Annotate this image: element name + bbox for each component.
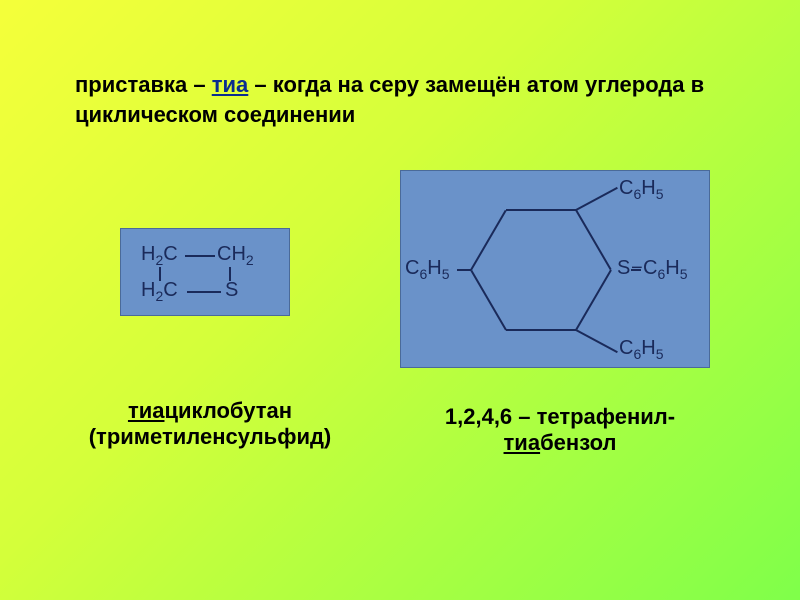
bond	[229, 267, 231, 281]
edge	[506, 329, 576, 331]
label-top: C6H5	[619, 177, 664, 202]
bond	[159, 267, 161, 281]
atom-ch2-tr: CH2	[217, 243, 254, 268]
label-s-dash: −	[631, 257, 643, 280]
edge	[575, 269, 612, 330]
caption2-prefix: тиа	[504, 430, 541, 455]
label-left: C6H5	[405, 257, 450, 282]
caption1-prefix: тиа	[128, 398, 165, 423]
label-s: S	[617, 257, 630, 280]
slide-content: приставка – тиа – когда на серу замещён …	[0, 0, 800, 600]
title-prefix: тиа	[212, 72, 249, 97]
edge	[576, 187, 618, 211]
label-bottom: C6H5	[619, 337, 664, 362]
atom-h2c-tl: H2C	[141, 243, 178, 268]
edge	[470, 270, 507, 331]
caption1-main: циклобутан	[164, 398, 292, 423]
title-pre: приставка –	[75, 72, 212, 97]
edge	[506, 209, 576, 211]
label-right: C6H5	[643, 257, 688, 282]
title-text: приставка – тиа – когда на серу замещён …	[75, 70, 800, 129]
structure1-box: H2C CH2 H2C S	[120, 228, 290, 316]
edge	[575, 209, 612, 270]
atom-s-br: S	[225, 279, 238, 302]
edge	[457, 269, 471, 271]
structure2-box: C6H5 C6H5 S − C6H5 C6H5	[400, 170, 710, 368]
edge	[576, 329, 618, 353]
bond	[185, 255, 215, 257]
caption1: тиациклобутан (триметиленсульфид)	[80, 398, 340, 450]
caption2: 1,2,4,6 – тетрафенил- тиабензол	[430, 404, 690, 456]
atom-h2c-bl: H2C	[141, 279, 178, 304]
edge	[470, 210, 507, 271]
caption1-sub: (триметиленсульфид)	[89, 424, 332, 449]
caption2-post: бензол	[540, 430, 616, 455]
bond	[187, 291, 221, 293]
caption2-pre: 1,2,4,6 – тетрафенил-	[445, 404, 675, 429]
